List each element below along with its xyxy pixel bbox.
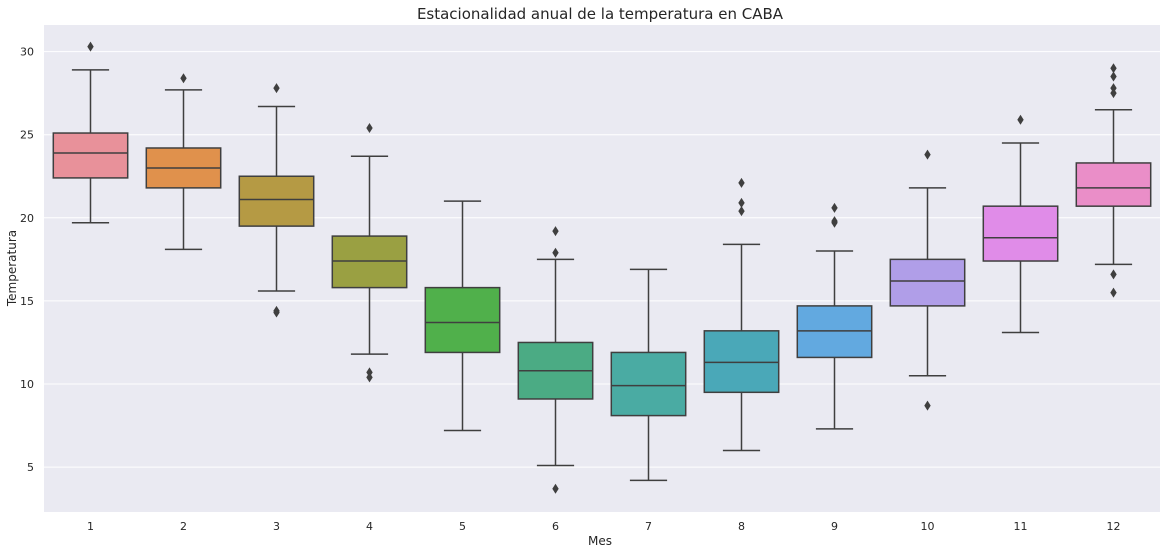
outlier-marker [738,197,745,208]
box [982,205,1059,262]
plot-background [44,25,1160,512]
x-tick-label: 3 [273,520,280,533]
x-tick-label: 4 [366,520,373,533]
y-tick-labels: 5 10 15 20 25 30 [20,46,34,475]
outlier-marker [180,73,187,84]
y-tick-label: 10 [20,378,34,391]
outlier-marker [738,206,745,217]
box [331,235,408,289]
box [796,305,873,359]
outlier-marker [1110,269,1117,280]
boxes [52,132,1152,417]
outlier-marker [552,247,559,258]
outlier-marker [924,400,931,411]
x-tick-label: 7 [645,520,652,533]
outlier-marker [1110,63,1117,74]
y-tick-label: 25 [20,129,34,142]
y-tick-label: 5 [27,461,34,474]
box [238,175,315,227]
x-tick-label: 8 [738,520,745,533]
x-tick-labels: 1 2 3 4 5 6 7 8 9 10 11 12 [87,520,1121,533]
box [889,258,966,307]
outlier-marker [552,483,559,494]
outlier-marker [273,83,280,94]
whiskers [71,69,1133,482]
y-tick-label: 15 [20,295,34,308]
y-axis-label: Temperatura [5,230,19,307]
outlier-marker [1017,114,1024,125]
chart-title: Estacionalidad anual de la temperatura e… [417,5,784,23]
x-tick-label: 12 [1107,520,1121,533]
outlier-marker [1110,287,1117,298]
outlier-marker [273,307,280,318]
x-axis-label: Mes [588,534,612,548]
outlier-marker [831,202,838,213]
box [703,330,780,394]
box [1075,162,1152,207]
outlier-marker [1110,88,1117,99]
x-tick-label: 5 [459,520,466,533]
grid-lines [44,51,1160,468]
outlier-marker [738,177,745,188]
x-tick-label: 10 [921,520,935,533]
x-tick-label: 1 [87,520,94,533]
box [52,132,129,179]
outlier-marker [366,123,373,134]
outlier-marker [1110,71,1117,82]
box [610,351,687,417]
y-tick-label: 30 [20,46,34,59]
outliers [87,41,1117,494]
outlier-marker [366,372,373,383]
x-tick-label: 9 [831,520,838,533]
outlier-marker [924,149,931,160]
outlier-marker [831,217,838,228]
x-tick-label: 6 [552,520,559,533]
box [424,286,501,354]
y-tick-label: 20 [20,212,34,225]
x-tick-label: 2 [180,520,187,533]
outlier-marker [87,41,94,52]
x-tick-label: 11 [1014,520,1028,533]
outlier-marker [552,226,559,237]
